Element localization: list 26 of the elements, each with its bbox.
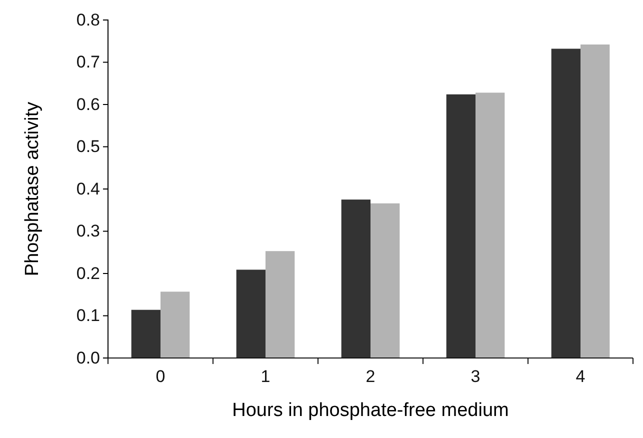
y-tick-label: 0.0 bbox=[76, 348, 100, 368]
y-tick-label: 0.8 bbox=[76, 10, 100, 30]
bar bbox=[266, 251, 295, 358]
x-tick-label: 4 bbox=[576, 367, 586, 386]
bar bbox=[580, 44, 610, 358]
x-tick-label: 2 bbox=[366, 367, 376, 386]
x-tick-label: 0 bbox=[156, 367, 166, 386]
x-axis-title: Hours in phosphate-free medium bbox=[232, 400, 509, 421]
bar bbox=[341, 200, 370, 358]
x-tick-label: 3 bbox=[470, 367, 480, 386]
y-tick-label: 0.5 bbox=[76, 137, 100, 156]
bar bbox=[236, 270, 266, 358]
bar bbox=[476, 92, 505, 358]
bar bbox=[131, 310, 160, 358]
y-tick-label: 0.6 bbox=[76, 94, 100, 114]
y-tick-label: 0.4 bbox=[76, 179, 100, 198]
bar bbox=[370, 203, 400, 358]
y-axis-title: Phosphatase activity bbox=[22, 101, 43, 276]
y-tick-label: 0.7 bbox=[76, 52, 100, 72]
bar bbox=[160, 292, 190, 358]
bar bbox=[446, 94, 476, 358]
x-tick-label: 1 bbox=[260, 367, 270, 386]
y-tick-label: 0.1 bbox=[76, 306, 100, 326]
y-tick-label: 0.2 bbox=[76, 264, 100, 283]
y-tick-label: 0.3 bbox=[76, 222, 100, 241]
bar bbox=[551, 48, 580, 358]
